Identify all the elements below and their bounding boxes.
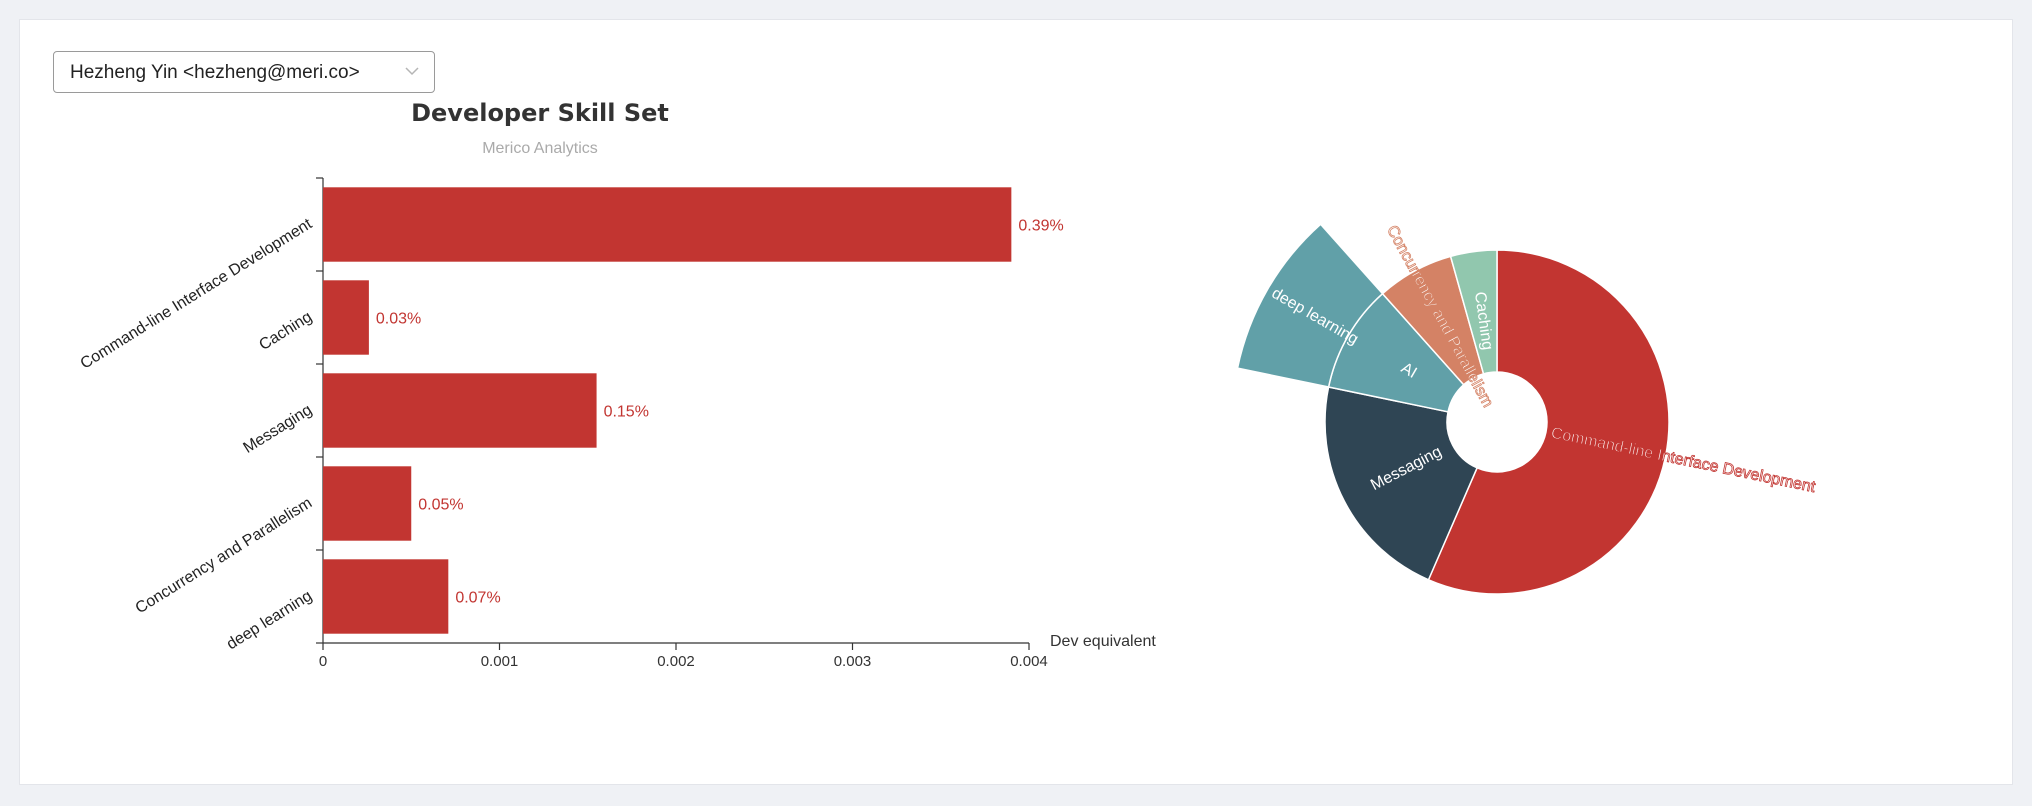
developer-select-value: Hezheng Yin <hezheng@meri.co> [70,62,360,83]
bar [323,466,412,541]
bar-data-label: 0.07% [455,590,500,607]
chart-subtitle: Merico Analytics [482,140,598,157]
bar-data-label: 0.05% [418,497,463,514]
y-category-label: Messaging [240,401,315,456]
sunburst-segment [1324,386,1479,581]
y-category-label: Command-line Interface Development [78,215,316,373]
y-category-label: Caching [256,308,315,354]
x-tick-label: 0.003 [834,653,872,670]
sunburst-label: AI [1398,360,1420,382]
sunburst-segment [1427,249,1670,595]
chart-title: Developer Skill Set [411,99,669,127]
bar [323,559,449,634]
x-axis-label: Dev equivalent [1050,633,1156,650]
x-tick-label: 0 [319,653,327,670]
y-category-label: deep learning [224,587,315,653]
sunburst-outer-segment [1236,223,1384,388]
bar-series: 0.39% 0.03% 0.15% 0.05% 0.07% [323,187,1064,634]
chevron-down-icon [405,67,419,76]
bar-data-label: 0.03% [376,311,421,328]
x-tick-label: 0.002 [657,653,695,670]
developer-select[interactable]: Hezheng Yin <hezheng@meri.co> [53,51,435,93]
sunburst-segment [1449,249,1498,375]
x-tick-label: 0.001 [481,653,519,670]
bar-data-label: 0.15% [604,404,649,421]
x-tick-label: 0.004 [1010,653,1048,670]
bar [323,280,369,355]
bar [323,187,1012,262]
bar [323,373,597,448]
bar-data-label: 0.39% [1018,218,1063,235]
